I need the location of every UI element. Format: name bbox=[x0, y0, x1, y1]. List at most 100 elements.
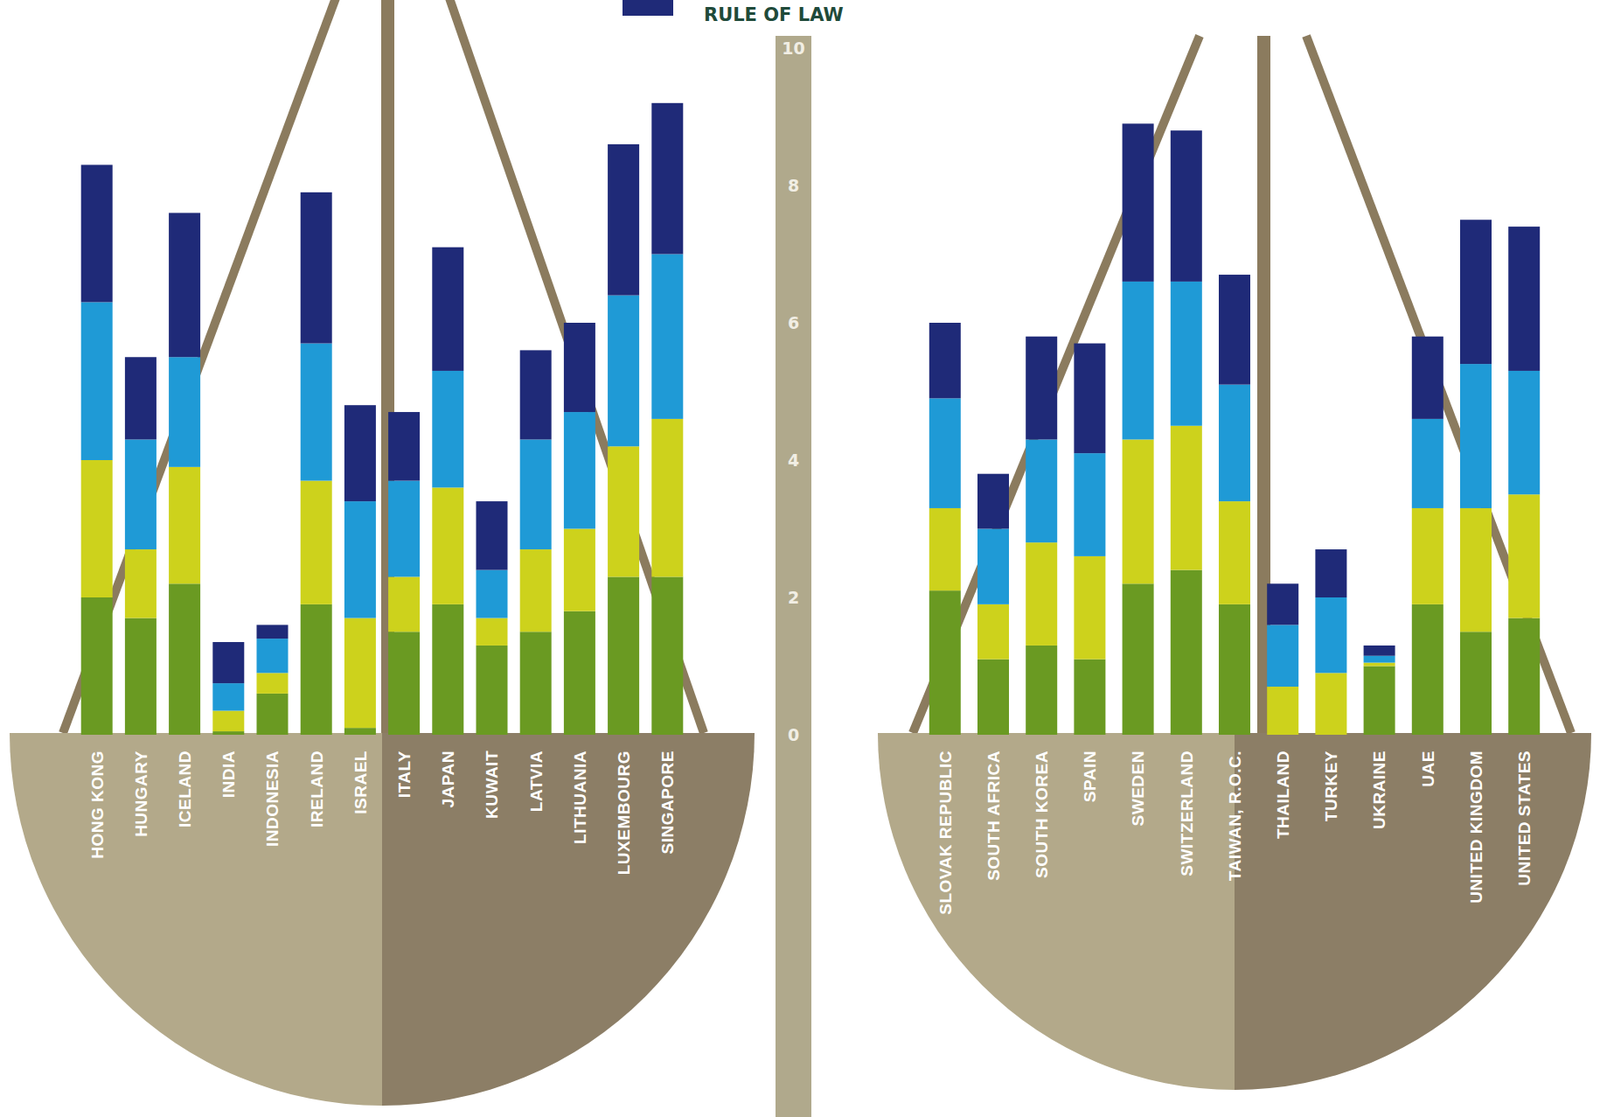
bar-segment bbox=[1170, 570, 1203, 735]
category-label: INDIA bbox=[219, 750, 238, 798]
chart: 0246810HONG KONGHUNGARYICELANDINDIAINDON… bbox=[0, 0, 1600, 1117]
bar-segment bbox=[431, 604, 464, 735]
category-label: UNITED STATES bbox=[1515, 750, 1534, 886]
bar-segment bbox=[651, 103, 683, 255]
bar-segment bbox=[212, 710, 244, 732]
bar-segment bbox=[1170, 130, 1203, 282]
tick-label: 10 bbox=[781, 38, 805, 58]
bar-segment bbox=[300, 480, 333, 605]
bar-segment bbox=[1508, 370, 1540, 494]
bar-segment bbox=[344, 500, 376, 618]
bar-segment bbox=[1412, 418, 1444, 508]
axis-strip bbox=[775, 35, 812, 1117]
bar-segment bbox=[168, 466, 201, 584]
bar-segment bbox=[563, 528, 596, 612]
bar-segment bbox=[257, 624, 289, 639]
bar-segment bbox=[651, 576, 683, 735]
bar-segment bbox=[1412, 604, 1444, 735]
category-label: SPAIN bbox=[1080, 750, 1100, 802]
bar-segment bbox=[125, 438, 157, 550]
bar-segment bbox=[1266, 624, 1299, 687]
bar-segment bbox=[563, 611, 596, 735]
bar-segment bbox=[431, 370, 464, 487]
bar-segment bbox=[929, 507, 961, 591]
bar-segment bbox=[168, 356, 201, 467]
tick-label: 2 bbox=[787, 587, 800, 607]
bar-segment bbox=[300, 604, 333, 735]
bar-segment bbox=[520, 549, 552, 632]
category-label: SWITZERLAND bbox=[1177, 750, 1197, 877]
tick-label: 8 bbox=[787, 175, 800, 195]
bars bbox=[81, 103, 1541, 735]
bar-segment bbox=[1122, 281, 1155, 440]
bar-segment bbox=[651, 254, 683, 419]
bar-segment bbox=[1025, 645, 1058, 735]
bar-segment bbox=[212, 682, 244, 710]
bar-segment bbox=[344, 727, 376, 735]
category-label: SOUTH KOREA bbox=[1032, 750, 1051, 878]
bar-segment bbox=[1073, 556, 1106, 660]
legend-swatch bbox=[622, 0, 674, 16]
category-label: IRELAND bbox=[307, 750, 327, 828]
bar-segment bbox=[1025, 336, 1058, 440]
bar-segment bbox=[431, 247, 464, 371]
pan bbox=[1234, 732, 1592, 1090]
bar-segment bbox=[977, 604, 1009, 660]
bar-segment bbox=[607, 576, 640, 735]
bar-segment bbox=[300, 343, 333, 481]
bar-segment bbox=[977, 528, 1009, 605]
category-label: THAILAND bbox=[1273, 750, 1293, 839]
bar-segment bbox=[607, 144, 640, 296]
bar-segment bbox=[344, 404, 376, 501]
pan bbox=[382, 732, 755, 1106]
bar-segment bbox=[1122, 583, 1155, 735]
tick-label: 4 bbox=[787, 450, 800, 470]
bar-segment bbox=[388, 411, 420, 481]
category-label: UKRAINE bbox=[1370, 750, 1389, 829]
bar-segment bbox=[1460, 631, 1492, 735]
bar-segment bbox=[1266, 686, 1299, 735]
bar-segment bbox=[388, 576, 420, 632]
bar-segment bbox=[81, 164, 113, 302]
category-label: ISRAEL bbox=[351, 750, 370, 814]
bar-segment bbox=[607, 445, 640, 577]
category-label: INDONESIA bbox=[263, 750, 282, 847]
bar-segment bbox=[257, 672, 289, 694]
axis-line bbox=[793, 48, 794, 735]
bar-segment bbox=[1073, 452, 1106, 557]
bar-segment bbox=[1363, 662, 1396, 667]
bar-segment bbox=[1460, 507, 1492, 632]
category-label: ITALY bbox=[395, 750, 414, 798]
bar-segment bbox=[1073, 343, 1106, 454]
bar-segment bbox=[1314, 597, 1347, 673]
bar-segment bbox=[1314, 549, 1347, 598]
bar-segment bbox=[476, 645, 508, 735]
category-label: TAIWAN, R.O.C. bbox=[1225, 750, 1245, 881]
category-label: TURKEY bbox=[1321, 750, 1341, 821]
bar-segment bbox=[1218, 500, 1251, 605]
category-label: SINGAPORE bbox=[658, 750, 677, 855]
bar-segment bbox=[929, 322, 961, 398]
tick-label: 6 bbox=[787, 313, 800, 333]
category-label: KUWAIT bbox=[482, 750, 501, 819]
bar-segment bbox=[125, 356, 157, 439]
bar-segment bbox=[977, 473, 1009, 529]
bar-segment bbox=[1460, 219, 1492, 364]
bar-segment bbox=[1073, 659, 1106, 735]
pan bbox=[9, 732, 383, 1106]
bar-segment bbox=[431, 486, 464, 604]
category-label: SOUTH AFRICA bbox=[984, 750, 1003, 881]
bar-segment bbox=[1412, 336, 1444, 419]
bar-segment bbox=[476, 500, 508, 571]
category-label: UNITED KINGDOM bbox=[1467, 750, 1486, 904]
category-label: LITHUANIA bbox=[570, 750, 590, 844]
category-label: UAE bbox=[1419, 750, 1438, 787]
bar-segment bbox=[81, 597, 113, 735]
bar-segment bbox=[1508, 493, 1540, 618]
bar-segment bbox=[651, 418, 683, 578]
bar-segment bbox=[520, 631, 552, 735]
bar-segment bbox=[1266, 583, 1299, 625]
category-label: SLOVAK REPUBLIC bbox=[936, 750, 955, 915]
category-label: HUNGARY bbox=[132, 750, 151, 837]
bar-segment bbox=[344, 618, 376, 729]
